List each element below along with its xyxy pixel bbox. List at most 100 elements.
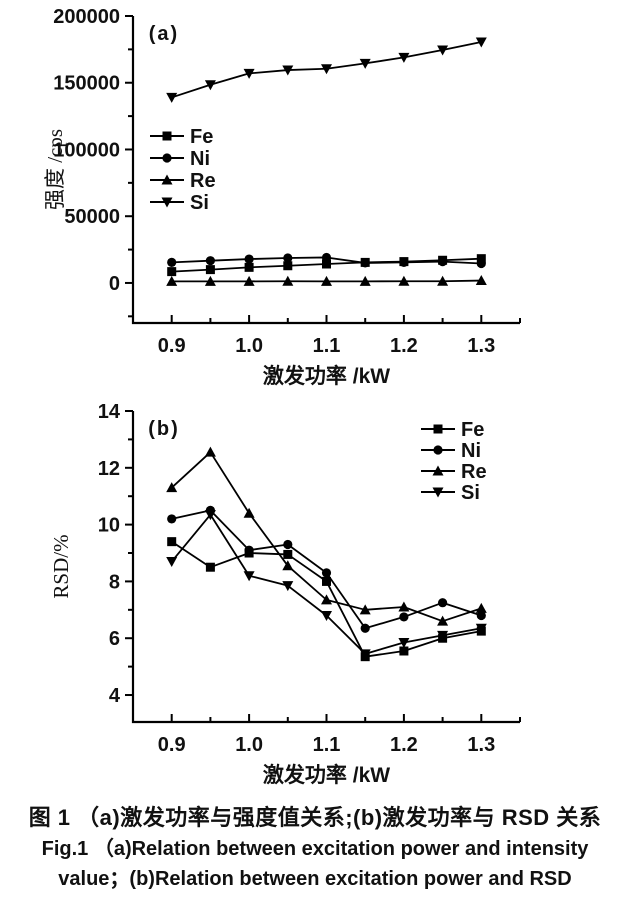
chart-a-intensity-vs-power: 0 50000 100000 150000 200000 0.9 1.0 1.1 1.2 1.3 (… xyxy=(43,6,521,388)
Ni-marker xyxy=(283,253,293,263)
Ni-marker xyxy=(399,612,409,622)
x-tick-label: 1.1 xyxy=(313,734,341,756)
y-tick-label: 12 xyxy=(98,458,120,480)
Si-marker xyxy=(359,58,371,69)
y-tick-label: 100000 xyxy=(53,139,120,161)
y-axis-title: 强度 /cps xyxy=(43,129,67,210)
legend-Si-marker xyxy=(432,487,444,498)
series-Ni xyxy=(167,252,486,269)
Fe-marker xyxy=(244,262,254,272)
caption-chinese: 图 1 （a)激发功率与强度值关系;(b)激发功率与 RSD 关系 xyxy=(28,805,602,830)
Re-marker xyxy=(475,602,487,613)
series-Si xyxy=(166,37,487,103)
x-tick-label: 1.3 xyxy=(467,335,495,357)
Re-marker xyxy=(282,275,294,286)
Fe-marker xyxy=(322,259,331,269)
Ni-marker xyxy=(321,568,332,578)
Ni-marker xyxy=(205,256,215,266)
Si-marker xyxy=(243,571,255,582)
Si-marker xyxy=(321,64,332,75)
Re-marker xyxy=(475,275,487,286)
Si-marker xyxy=(475,623,487,634)
Re-marker xyxy=(437,615,449,626)
panel-label: (a) xyxy=(149,23,179,45)
y-tick-label: 200000 xyxy=(53,6,120,28)
series-Re xyxy=(166,446,487,626)
x-axis-title: 激发功率 /kW xyxy=(263,763,390,787)
legend-Fe-marker xyxy=(162,131,172,141)
legend-Re-marker xyxy=(432,465,444,476)
legend-label-Fe: Fe xyxy=(461,419,484,441)
Ni-marker xyxy=(167,257,177,268)
y-tick-label: 50000 xyxy=(64,206,120,228)
Ni-marker xyxy=(244,254,254,264)
legend-label-Ni: Ni xyxy=(190,148,210,170)
Fe-marker xyxy=(167,267,177,277)
Fe-marker xyxy=(322,576,331,586)
legend-Ni-marker xyxy=(162,153,172,163)
Re-marker xyxy=(166,482,178,493)
Si-marker xyxy=(166,92,178,103)
legend-Ni-marker xyxy=(433,445,443,455)
series-Si xyxy=(166,510,487,660)
caption-english-line1: Fig.1 （a)Relation between excitation pow… xyxy=(41,838,589,860)
Ni-marker xyxy=(360,258,370,268)
Re-marker xyxy=(243,275,255,286)
Si-marker xyxy=(204,510,216,521)
legend-label-Re: Re xyxy=(461,461,487,483)
Ni-marker xyxy=(399,257,409,268)
Fe-marker xyxy=(205,562,215,572)
Re-marker xyxy=(321,594,332,605)
Fe-marker xyxy=(167,537,177,547)
x-tick-label: 1.3 xyxy=(467,734,495,756)
Re-marker xyxy=(321,275,332,286)
x-tick-label: 0.9 xyxy=(158,335,186,357)
Re-marker xyxy=(359,275,371,286)
Si-marker xyxy=(398,637,410,648)
chart-b-rsd-vs-power: 4 6 8 10 12 14 0.9 1.0 1.1 1.2 1.3 (b) 激发功率 /kW RSD/%… xyxy=(49,401,521,787)
Fe-marker xyxy=(476,254,486,264)
Si-marker xyxy=(321,610,332,621)
x-tick-label: 1.2 xyxy=(390,335,418,357)
Si-marker xyxy=(243,68,255,79)
caption-english-line2: value；(b)Relation between excitation pow… xyxy=(58,868,572,890)
Fe-marker xyxy=(205,265,215,275)
Ni-marker xyxy=(476,258,486,269)
legend-Fe-marker xyxy=(433,424,443,434)
legend-label-Si: Si xyxy=(190,192,209,214)
legend-Si-marker xyxy=(161,197,173,208)
Ni-marker xyxy=(476,610,486,621)
y-tick-label: 8 xyxy=(109,571,120,593)
x-tick-label: 1.0 xyxy=(235,734,263,756)
Ni-marker xyxy=(321,252,332,263)
Fe-marker xyxy=(399,646,409,656)
y-tick-label: 10 xyxy=(98,515,120,537)
Ni-marker xyxy=(283,539,293,550)
Si-marker xyxy=(359,649,371,660)
y-tick-label: 150000 xyxy=(53,73,120,95)
Si-marker xyxy=(282,65,294,76)
y-tick-label: 0 xyxy=(109,273,120,295)
series-Re xyxy=(166,275,487,286)
Re-marker xyxy=(359,604,371,615)
Si-marker xyxy=(398,52,410,63)
Re-marker xyxy=(166,275,178,286)
legend-Re-marker xyxy=(161,174,173,185)
y-tick-label: 4 xyxy=(109,685,121,707)
Si-marker xyxy=(204,80,216,91)
y-tick-label: 14 xyxy=(98,401,121,423)
Si-marker xyxy=(437,45,449,56)
series-Ni xyxy=(167,505,486,633)
Ni-marker xyxy=(167,514,177,524)
Re-marker xyxy=(398,275,410,286)
Si-marker xyxy=(475,37,487,48)
x-tick-label: 1.2 xyxy=(390,734,418,756)
x-axis-title: 激发功率 /kW xyxy=(263,364,390,388)
figure-caption: 图 1 （a)激发功率与强度值关系;(b)激发功率与 RSD 关系 Fig.1 … xyxy=(0,801,630,894)
Re-marker xyxy=(437,275,449,286)
Re-marker xyxy=(204,446,216,457)
Fe-marker xyxy=(283,261,293,271)
